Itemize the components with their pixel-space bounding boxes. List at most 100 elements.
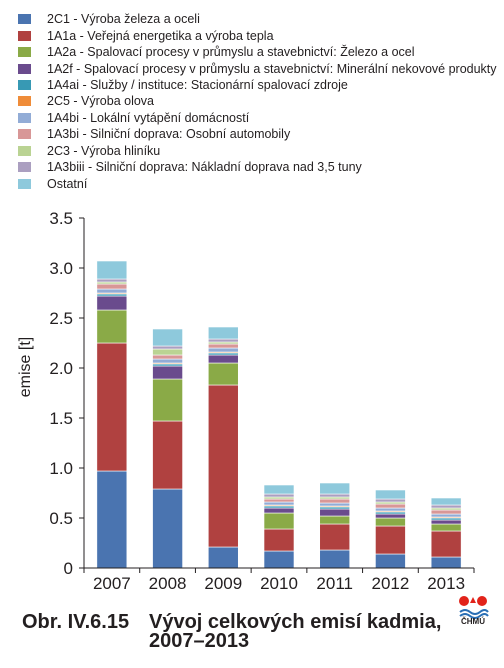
bar-segment (207, 384, 239, 548)
legend-item: 1A3biii - Silniční doprava: Nákladní dop… (12, 159, 492, 175)
y-tick-label: 0.5 (49, 509, 73, 528)
bar-segment (319, 498, 351, 504)
bar-stack (152, 328, 183, 569)
legend-item: 1A4bi - Lokální vytápění domácností (12, 110, 492, 126)
x-tick-label: 2013 (427, 574, 465, 593)
bar-segment (96, 278, 128, 283)
bar-segment (375, 503, 406, 509)
logo-text: ČHMÚ (461, 617, 485, 626)
bar-segment (207, 354, 239, 364)
legend-label: 1A3biii - Silniční doprava: Nákladní dop… (47, 160, 362, 175)
bar-stack (375, 489, 406, 569)
bar-segment (263, 507, 295, 514)
bar-segment (152, 365, 183, 380)
y-tick-label: 3.5 (49, 209, 73, 228)
bar-segment (430, 513, 462, 518)
bar-segment (319, 508, 351, 517)
bar-segment (375, 498, 406, 503)
legend-label: Ostatní (47, 176, 88, 191)
bar-segment (263, 493, 295, 498)
bar-segment (96, 260, 128, 280)
x-tick-label: 2011 (316, 574, 353, 593)
legend-item: 2C1 - Výroba železa a oceli (12, 11, 492, 27)
bar-segment (375, 553, 406, 569)
legend-swatch (18, 79, 31, 90)
legend-item: 1A4ai - Služby / instituce: Stacionární … (12, 77, 492, 93)
caption-number: Obr. IV.6.15 (22, 611, 130, 633)
x-tick-label: 2008 (149, 574, 187, 593)
bar-segment (430, 519, 462, 525)
legend-label: 1A1a - Veřejná energetika a výroba tepla (47, 28, 274, 43)
bar-segment (207, 546, 239, 569)
bar-segment (96, 283, 128, 290)
legend-item: 1A2a - Spalovací procesy v průmyslu a st… (12, 44, 492, 60)
legend-swatch (18, 47, 31, 58)
x-tick-label: 2012 (372, 574, 410, 593)
bar-segment (319, 502, 351, 507)
legend-item: 1A1a - Veřejná energetika a výroba tepla (12, 27, 492, 43)
stacked-bar-chart: emise [t] 00.51.01.52.02.53.03.5 2007 200… (17, 209, 475, 593)
bar-segment (207, 347, 239, 353)
bar-segment (319, 549, 351, 569)
caption-text: Vývoj celkových emisí kadmia, 2007–2013 (149, 611, 442, 652)
bar-segment (430, 556, 462, 569)
chart-legend: 2C1 - Výroba železa a oceli 1A1a - Veřejn… (12, 11, 497, 192)
bar-stack (319, 482, 351, 569)
bar-segment (96, 342, 128, 472)
bar-stack (96, 260, 128, 569)
bar-segment (319, 515, 351, 525)
legend-label: 1A2a - Spalovací procesy v průmyslu a st… (47, 45, 415, 60)
chmu-logo-icon (459, 596, 489, 619)
bar-segment (430, 497, 462, 506)
legend-swatch (18, 112, 31, 123)
bar-segment (207, 338, 239, 343)
y-tick-label: 2.5 (49, 309, 73, 328)
legend-swatch (18, 14, 31, 25)
legend-item: Ostatní (12, 175, 492, 191)
bar-segment (430, 523, 462, 532)
legend-label: 1A3bi - Silniční doprava: Osobní automob… (47, 127, 291, 142)
bar-segment (207, 326, 239, 340)
legend-swatch (18, 30, 31, 41)
legend-item: 1A2f - Spalovací procesy v průmyslu a st… (12, 60, 497, 76)
bar-segment (96, 288, 128, 294)
legend-label: 1A4ai - Služby / instituce: Stacionární … (47, 77, 348, 92)
bar-segment (430, 530, 462, 558)
x-tick-label: 2007 (93, 574, 131, 593)
legend-label: 1A2f - Spalovací procesy v průmyslu a st… (47, 61, 497, 76)
legend-item: 1A3bi - Silniční doprava: Osobní automob… (12, 126, 492, 142)
bar-segment (152, 345, 183, 350)
y-tick-label: 1.0 (49, 459, 73, 478)
legend-swatch (18, 162, 31, 173)
y-tick-label: 1.5 (49, 409, 73, 428)
bar-segment (375, 513, 406, 519)
bar-segment (263, 501, 295, 506)
bar-segment (96, 295, 128, 311)
legend-label: 2C1 - Výroba železa a oceli (47, 12, 200, 27)
legend-swatch (18, 145, 31, 156)
legend-label: 2C5 - Výroba olova (47, 94, 155, 109)
bar-segment (152, 488, 183, 569)
bar-segment (319, 493, 351, 498)
bar-segment (263, 484, 295, 495)
y-axis-ticks: 0 0.5 1.0 1.5 2.0 2.5 3.0 3.5 (49, 209, 84, 578)
y-tick-label: 2.0 (49, 359, 73, 378)
bar-segment (96, 470, 128, 569)
bar-segment (152, 348, 183, 356)
bar-segment (375, 517, 406, 527)
y-tick-label: 3.0 (49, 259, 73, 278)
bar-stack (263, 484, 295, 569)
legend-swatch (18, 178, 31, 189)
x-tick-label: 2010 (260, 574, 298, 593)
bar-segment (207, 362, 239, 386)
bars (96, 260, 462, 569)
bar-segment (375, 489, 406, 500)
legend-label: 1A4bi - Lokální vytápění domácností (47, 110, 250, 125)
bar-segment (207, 343, 239, 349)
x-axis-ticks: 2007 2008 2009 2010 2011 2012 2013 (83, 568, 475, 593)
legend-item: 2C3 - Výroba hliníku (12, 143, 492, 159)
bar-segment (430, 509, 462, 515)
bar-stack (430, 497, 462, 569)
chmu-logo: ČHMÚ (456, 591, 490, 631)
bar-segment (152, 358, 183, 364)
